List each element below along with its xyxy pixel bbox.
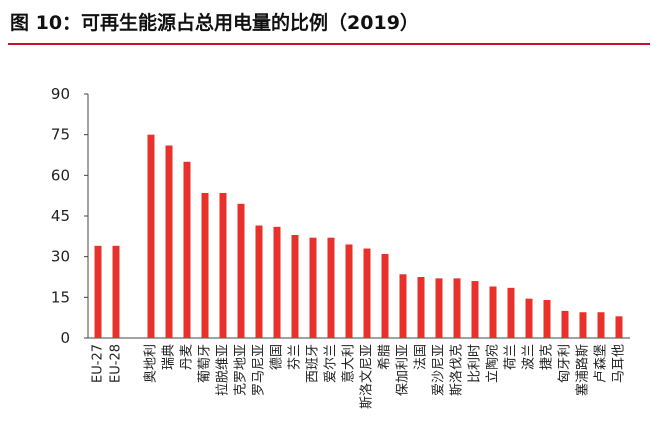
x-category-label: EU-28 xyxy=(109,344,124,383)
bar xyxy=(543,300,551,338)
x-category-label: 塞浦路斯 xyxy=(575,344,591,396)
x-category-label: 西班牙 xyxy=(306,344,321,383)
bar xyxy=(183,161,191,338)
bar xyxy=(363,248,371,338)
bar xyxy=(255,225,263,338)
bar xyxy=(399,274,407,338)
bar xyxy=(453,278,461,338)
x-category-label: 荷兰 xyxy=(504,344,519,370)
bar xyxy=(309,237,317,338)
y-tick-label: 60 xyxy=(51,166,70,184)
bar xyxy=(597,312,605,338)
bar xyxy=(417,277,425,338)
x-category-label: 丹麦 xyxy=(180,344,195,370)
y-tick-label: 90 xyxy=(51,85,70,103)
x-category-label: 克罗地亚 xyxy=(234,344,249,396)
bar xyxy=(525,298,533,338)
x-category-label: 捷克 xyxy=(540,344,555,370)
x-category-label: 瑞典 xyxy=(162,344,177,370)
x-category-label: 斯洛伐克 xyxy=(450,344,465,396)
bar xyxy=(237,203,245,338)
y-tick-label: 15 xyxy=(51,288,70,306)
x-category-label: EU-27 xyxy=(91,344,106,383)
bar xyxy=(327,237,335,338)
title-underline xyxy=(8,43,650,45)
bar xyxy=(471,281,479,338)
bar xyxy=(435,278,443,338)
bar xyxy=(94,245,102,338)
x-category-label: 意大利 xyxy=(341,344,357,383)
bar xyxy=(147,134,155,338)
x-category-label: 卢森堡 xyxy=(593,344,609,383)
x-category-label: 马耳他 xyxy=(612,344,627,383)
bar xyxy=(165,145,173,338)
x-category-label: 罗马尼亚 xyxy=(252,344,267,396)
x-category-label: 爱沙尼亚 xyxy=(432,344,447,396)
y-tick-label: 75 xyxy=(51,126,70,144)
bar xyxy=(273,226,281,338)
bar xyxy=(219,192,227,338)
x-category-label: 德国 xyxy=(270,344,285,370)
y-tick-label: 45 xyxy=(51,207,70,225)
chart-title: 图 10：可再生能源占总用电量的比例（2019） xyxy=(10,12,419,34)
bar xyxy=(291,234,299,338)
x-category-label: 希腊 xyxy=(378,344,393,370)
x-category-label: 芬兰 xyxy=(288,344,303,370)
bar xyxy=(579,312,587,338)
x-category-label: 奥地利 xyxy=(144,344,159,383)
bar xyxy=(561,310,569,338)
x-category-label: 匈牙利 xyxy=(558,344,573,383)
bar xyxy=(112,245,120,338)
bar xyxy=(507,287,515,338)
bar xyxy=(345,244,353,338)
x-category-label: 立陶宛 xyxy=(485,344,501,383)
y-tick-label: 0 xyxy=(60,329,70,347)
x-category-label: 斯洛文尼亚 xyxy=(360,344,375,409)
x-category-label: 拉脱维亚 xyxy=(216,344,231,396)
bar xyxy=(381,253,389,338)
x-category-label: 波兰 xyxy=(522,344,537,370)
x-category-label: 爱尔兰 xyxy=(324,344,339,383)
bar xyxy=(201,192,209,338)
x-category-label: 保加利亚 xyxy=(396,344,411,396)
bar xyxy=(489,286,497,338)
y-tick-label: 30 xyxy=(51,248,70,266)
bar xyxy=(615,316,623,338)
x-category-label: 葡萄牙 xyxy=(198,344,213,383)
x-category-label: 法国 xyxy=(414,344,429,370)
x-category-label: 比利时 xyxy=(468,344,483,383)
